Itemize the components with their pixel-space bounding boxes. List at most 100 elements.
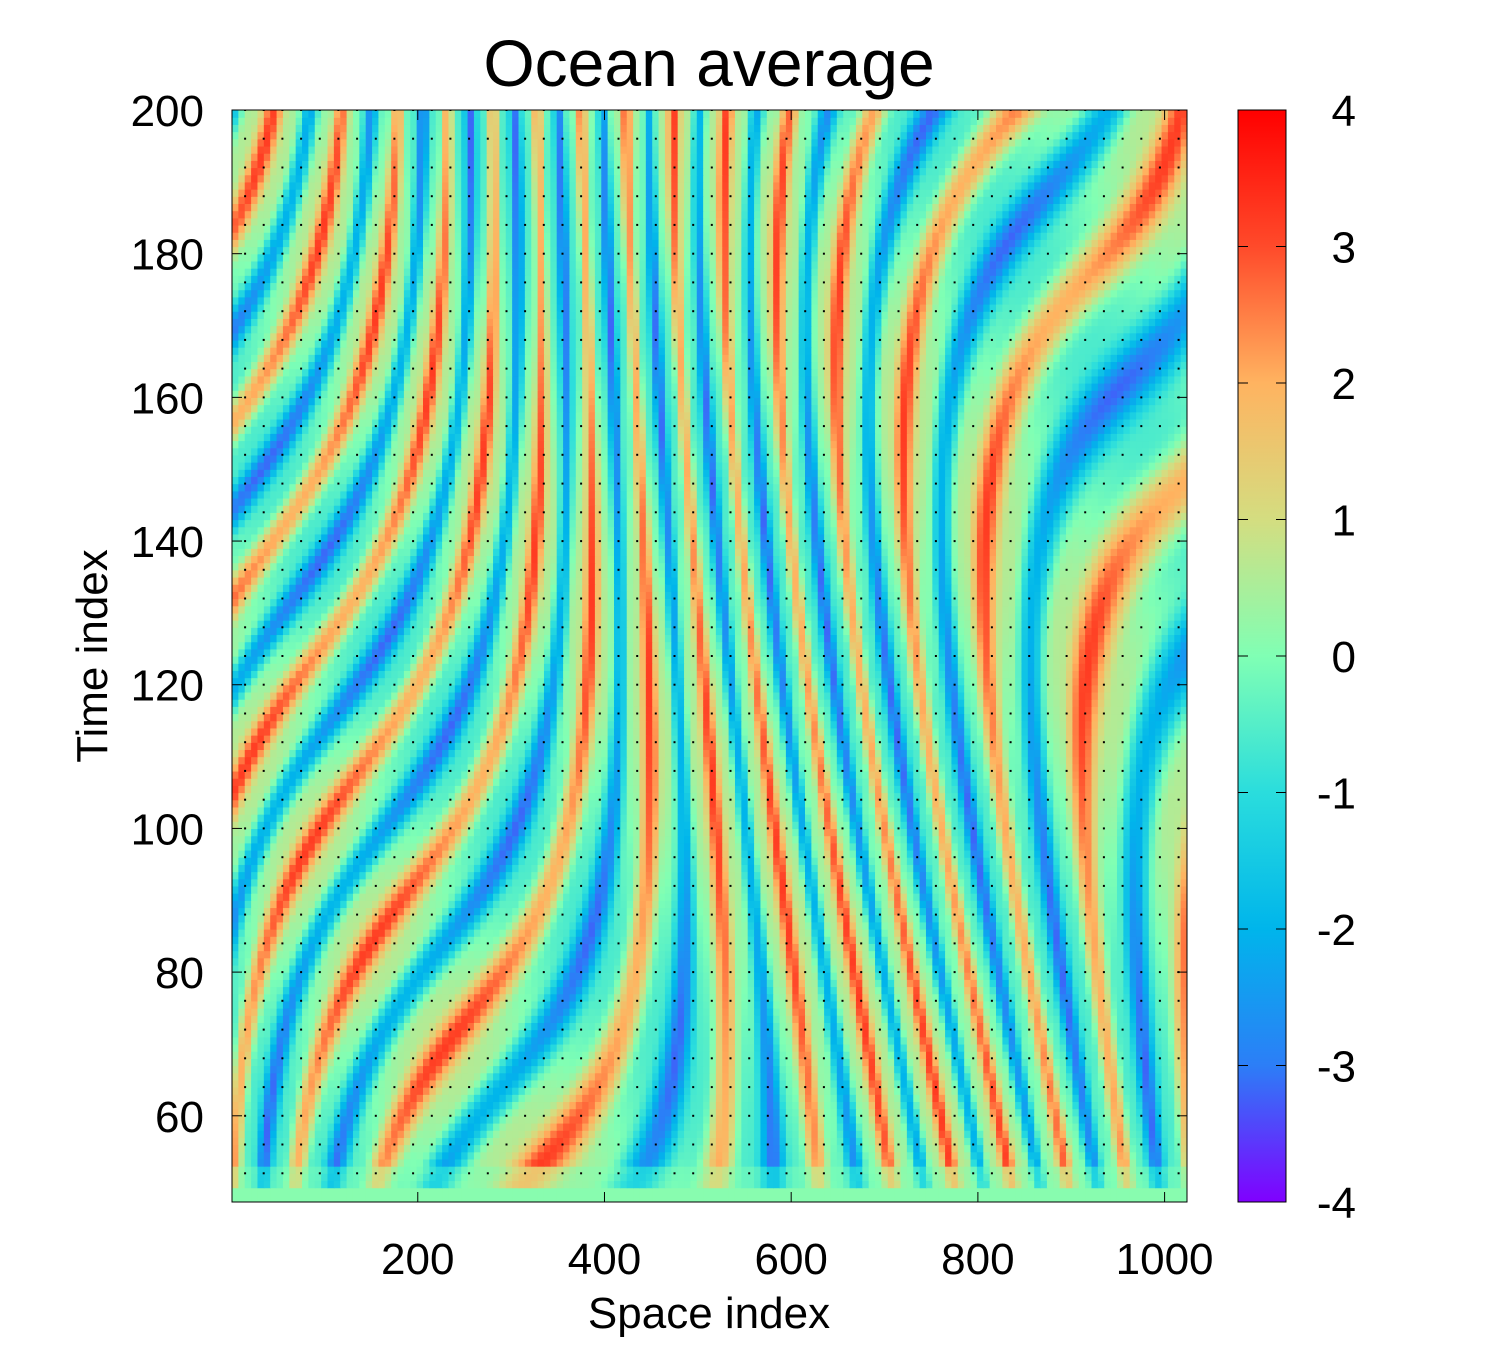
heatmap-cell [499,1066,506,1074]
heatmap-cell [251,994,258,1002]
heatmap-cell [315,1001,322,1009]
heatmap-cell [404,1030,411,1038]
heatmap-cell [321,1116,328,1124]
heatmap-cell [792,1101,799,1109]
heatmap-cell [907,1109,914,1117]
heatmap-cell [843,1087,850,1095]
heatmap-cell [289,994,296,1002]
heatmap-cell [862,1180,869,1188]
heatmap-cell [799,1101,806,1109]
heatmap-cell [493,1123,500,1131]
heatmap-cell [614,1030,621,1038]
heatmap-cell [983,1173,990,1181]
heatmap-cell [1066,1173,1073,1181]
heatmap-cell [652,1116,659,1124]
heatmap-cell [232,1073,239,1081]
heatmap-cell [945,1008,952,1016]
heatmap-cell [455,1137,462,1145]
heatmap-cell [633,1001,640,1009]
heatmap-cell [1117,1073,1124,1081]
heatmap-cell [347,1173,354,1181]
heatmap-cell [1066,1001,1073,1009]
heatmap-cell [378,1015,385,1023]
heatmap-cell [404,1066,411,1074]
heatmap-cell [245,1073,252,1081]
heatmap-cell [646,1015,653,1023]
heatmap-cell [582,972,589,980]
heatmap-cell [945,1180,952,1188]
heatmap-cell [945,1188,952,1196]
heatmap-cell [499,1058,506,1066]
heatmap-cell [589,1152,596,1160]
heatmap-cell [964,1058,971,1066]
heatmap-cell [799,1008,806,1016]
heatmap-cell [620,1123,627,1131]
heatmap-cell [245,1001,252,1009]
heatmap-cell [1009,1073,1016,1081]
heatmap-cell [684,994,691,1002]
heatmap-cell [1130,994,1137,1002]
heatmap-cell [983,986,990,994]
heatmap-cell [990,1022,997,1030]
heatmap-cell [862,1094,869,1102]
heatmap-cell [729,979,736,987]
heatmap-cell [856,1015,863,1023]
heatmap-cell [321,1123,328,1131]
heatmap-cell [786,1001,793,1009]
heatmap-cell [398,1037,405,1045]
heatmap-cell [429,1051,436,1059]
heatmap-cell [792,1159,799,1167]
heatmap-cell [1009,1123,1016,1131]
heatmap-cell [589,972,596,980]
heatmap-cell [824,1044,831,1052]
heatmap-cell [308,1001,315,1009]
heatmap-cell [417,1101,424,1109]
heatmap-cell [665,1159,672,1167]
heatmap-cell [283,1166,290,1174]
heatmap-cell [907,1116,914,1124]
heatmap-cell [710,979,717,987]
heatmap-cell [257,1008,264,1016]
heatmap-cell [881,986,888,994]
heatmap-cell [251,1066,258,1074]
heatmap-cell [608,979,615,987]
heatmap-cell [1130,972,1137,980]
heatmap-cell [1155,1109,1162,1117]
heatmap-cell [811,1094,818,1102]
heatmap-cell [321,1130,328,1138]
heatmap-cell [773,1188,780,1196]
heatmap-cell [436,1051,443,1059]
heatmap-cell [582,986,589,994]
heatmap-cell [901,1008,908,1016]
heatmap-cell [837,1058,844,1066]
heatmap-cell [455,1166,462,1174]
heatmap-cell [366,1188,373,1196]
heatmap-cell [996,1145,1003,1153]
heatmap-cell [684,1116,691,1124]
heatmap-cell [824,979,831,987]
heatmap-cell [792,1166,799,1174]
heatmap-cell [1098,1015,1105,1023]
heatmap-cell [703,1058,710,1066]
heatmap-cell [289,1173,296,1181]
heatmap-cell [499,1159,506,1167]
heatmap-cell [391,1037,398,1045]
heatmap-cell [996,1066,1003,1074]
heatmap-cell [538,1094,545,1102]
heatmap-cell [550,1195,557,1203]
heatmap-cell [786,1066,793,1074]
heatmap-cell [283,1030,290,1038]
heatmap-cell [1085,1066,1092,1074]
heatmap-cell [773,986,780,994]
heatmap-cell [792,1058,799,1066]
heatmap-cell [818,1188,825,1196]
heatmap-cell [958,1109,965,1117]
heatmap-cell [455,1066,462,1074]
heatmap-cell [1047,972,1054,980]
heatmap-cell [506,1094,513,1102]
heatmap-cell [907,1130,914,1138]
heatmap-cell [646,1130,653,1138]
heatmap-cell [843,1145,850,1153]
heatmap-cell [729,1094,736,1102]
heatmap-cell [869,1051,876,1059]
